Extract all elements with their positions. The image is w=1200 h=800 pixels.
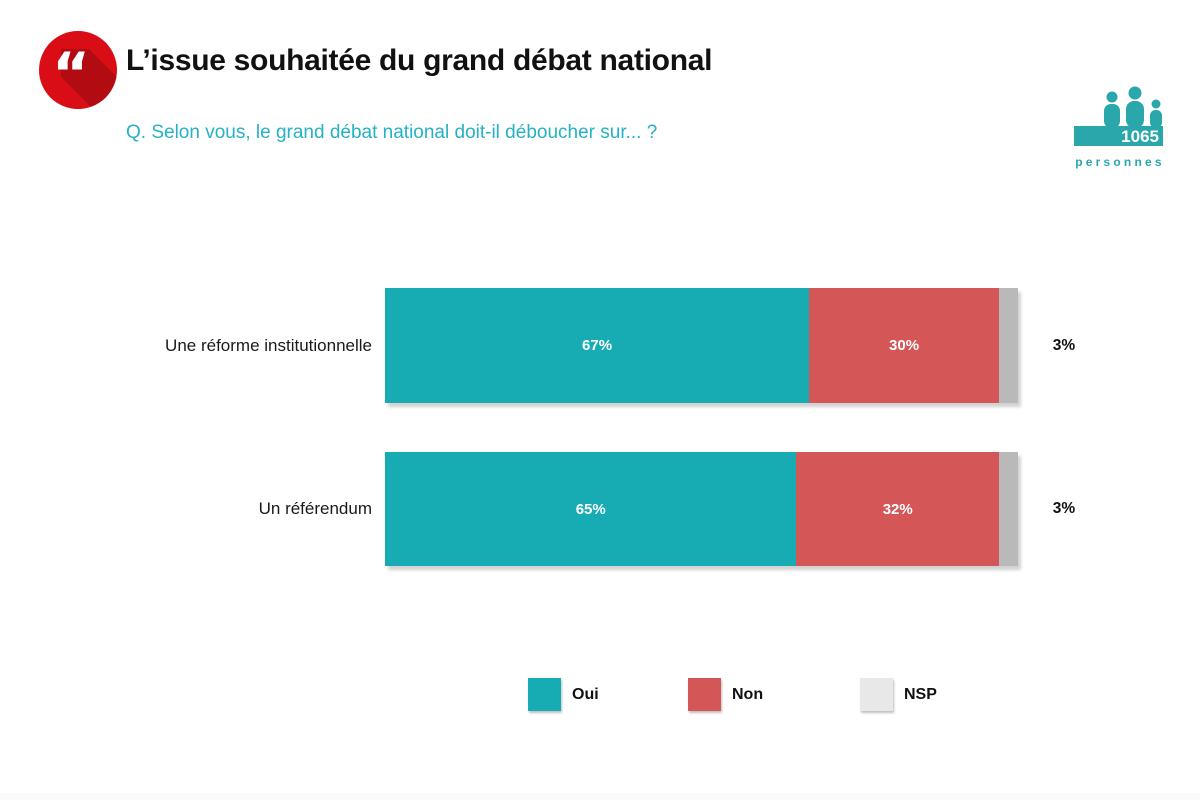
stacked-bar: 65% 32% (385, 452, 1018, 566)
legend-item-nsp: NSP (860, 678, 937, 711)
category-label: Un référendum (258, 499, 372, 518)
nsp-outside-label: 3% (1052, 500, 1076, 517)
legend-swatch-non (688, 678, 721, 711)
legend-item-non: Non (688, 678, 763, 711)
survey-question: Q. Selon vous, le grand débat national d… (126, 122, 658, 143)
quote-icon: “ (39, 31, 117, 109)
category-label: Une réforme institutionnelle (165, 335, 372, 355)
legend-label-oui: Oui (572, 685, 599, 703)
segment-value-label: 67% (582, 337, 613, 354)
nsp-outside-label: 3% (1052, 336, 1076, 354)
segment-value-label: 65% (575, 500, 606, 518)
sample-size-badge: 1065 personnes (1072, 86, 1168, 169)
svg-text:“: “ (52, 40, 90, 108)
quote-icon-graphic: “ (39, 31, 117, 109)
page-title: L’issue souhaitée du grand débat nationa… (126, 44, 713, 77)
bar-segment-non: 32% (796, 452, 999, 566)
bar-segment-oui: 67% (385, 288, 810, 403)
legend-swatch-oui (528, 678, 561, 711)
legend-label-non: Non (732, 685, 764, 703)
sample-count: 1065 (1121, 127, 1159, 146)
segment-value-label: 32% (882, 500, 913, 518)
bar-segment-oui: 65% (385, 452, 797, 566)
stacked-bar: 67% 30% (385, 288, 1018, 403)
legend-swatch-nsp (860, 678, 893, 711)
bar-segment-nsp (999, 288, 1018, 403)
people-icon: 1065 (1074, 86, 1163, 146)
sample-unit-label: personnes (1075, 155, 1165, 169)
segment-value-label: 30% (889, 337, 920, 354)
bar-segment-nsp (998, 452, 1018, 566)
legend-item-oui: Oui (528, 678, 599, 711)
bar-segment-non: 30% (809, 288, 999, 403)
legend-label-nsp: NSP (904, 685, 937, 703)
footer-divider (0, 793, 1200, 800)
